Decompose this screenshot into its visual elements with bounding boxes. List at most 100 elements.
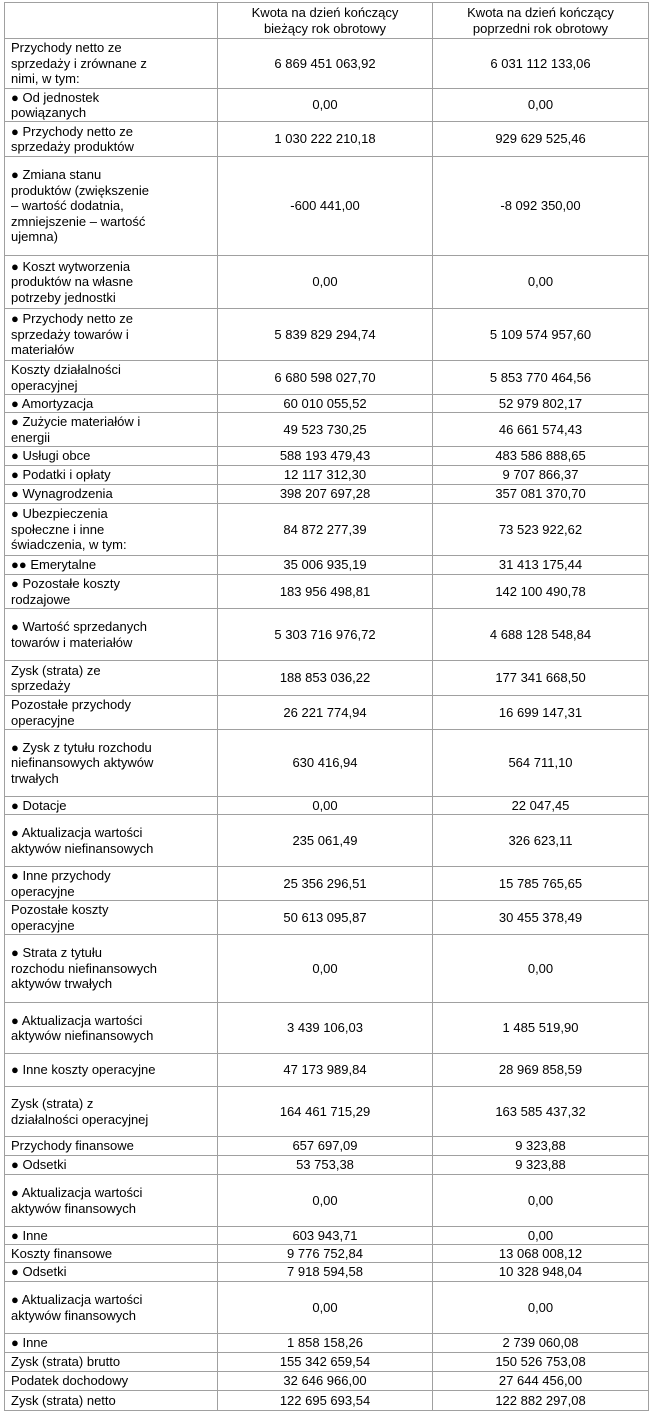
amount-cell: 52 979 802,17 [432, 394, 649, 413]
row-label: ● Aktualizacja wartości aktywów finansow… [11, 1292, 143, 1323]
amount-cell: 3 439 106,03 [217, 1002, 433, 1054]
row-label: ● Inne [11, 1335, 48, 1351]
table-row: ● Aktualizacja wartości aktywów niefinan… [4, 814, 649, 867]
table-row: ● Inne przychody operacyjne 25 356 296,51… [4, 866, 649, 901]
row-label: ● Przychody netto ze sprzedaży towarów i… [11, 311, 134, 358]
row-label: Przychody finansowe [11, 1138, 134, 1154]
row-label: ● Od jednostek powiązanych [11, 89, 100, 121]
amount-cell: 53 753,38 [217, 1155, 433, 1175]
amount-cell: 1 858 158,26 [217, 1333, 433, 1353]
row-label-cell: Przychody netto ze sprzedaży i zrównane … [4, 38, 218, 89]
row-label: ● Podatki i opłaty [11, 467, 111, 483]
amount-cell: 0,00 [432, 1281, 649, 1334]
table-row: Podatek dochodowy 32 646 966,00 27 644 456… [4, 1371, 649, 1391]
table-row: ● Od jednostek powiązanych 0,00 0,00 [4, 88, 649, 122]
amount-cell: 6 680 598 027,70 [217, 360, 433, 395]
table-row: ● Dotacje 0,00 22 047,45 [4, 796, 649, 815]
amount-cell: 30 455 378,49 [432, 900, 649, 935]
header-text: Kwota na dzień kończący bieżący rok obro… [251, 5, 399, 36]
row-label-cell: Zysk (strata) z działalności operacyjnej [4, 1086, 218, 1137]
row-label: ● Strata z tytułu rozchodu niefinansowyc… [11, 945, 157, 992]
amount-cell: 27 644 456,00 [432, 1371, 649, 1391]
row-label: ● Zysk z tytułu rozchodu niefinansowych … [11, 739, 154, 786]
amount-cell: 588 193 479,43 [217, 446, 433, 466]
row-label: ● Amortyzacja [11, 395, 94, 411]
row-label: ● Odsetki [11, 1157, 67, 1173]
amount-cell: 5 109 574 957,60 [432, 308, 649, 361]
row-label-cell: Podatek dochodowy [4, 1371, 218, 1391]
table-row: Przychody finansowe 657 697,09 9 323,88 [4, 1136, 649, 1156]
amount-cell: 564 711,10 [432, 729, 649, 797]
amount-cell: 929 629 525,46 [432, 121, 649, 157]
table-row: Pozostałe koszty operacyjne 50 613 095,87… [4, 900, 649, 935]
amount-cell: 22 047,45 [432, 796, 649, 815]
header-cell: Kwota na dzień kończący poprzedni rok ob… [432, 2, 649, 39]
amount-cell: 2 739 060,08 [432, 1333, 649, 1353]
row-label: ● Usługi obce [11, 448, 91, 464]
row-label: Zysk (strata) ze sprzedaży [11, 662, 101, 694]
table-row: ● Wynagrodzenia 398 207 697,28 357 081 370… [4, 484, 649, 504]
row-label: ● Wynagrodzenia [11, 486, 113, 502]
amount-cell: 4 688 128 548,84 [432, 608, 649, 661]
row-label-cell: ● Odsetki [4, 1155, 218, 1175]
row-label-cell: ● Odsetki [4, 1262, 218, 1282]
amount-cell: 0,00 [217, 1281, 433, 1334]
row-label: Koszty działalności operacyjnej [11, 362, 121, 393]
amount-cell: 9 776 752,84 [217, 1244, 433, 1263]
row-label-cell: ● Inne przychody operacyjne [4, 866, 218, 901]
row-label-cell: ● Przychody netto ze sprzedaży produktów [4, 121, 218, 157]
row-label: ● Aktualizacja wartości aktywów niefinan… [11, 1012, 154, 1044]
table-row: ● Ubezpieczenia społeczne i inne świadcz… [4, 503, 649, 556]
amount-cell: 398 207 697,28 [217, 484, 433, 504]
amount-cell: 9 323,88 [432, 1155, 649, 1175]
row-label: ● Ubezpieczenia społeczne i inne świadcz… [11, 506, 127, 553]
table-row: ● Aktualizacja wartości aktywów finansow… [4, 1281, 649, 1334]
table-row: ● Inne koszty operacyjne 47 173 989,84 28 … [4, 1053, 649, 1087]
row-label-cell: ● Przychody netto ze sprzedaży towarów i… [4, 308, 218, 361]
amount-cell: -8 092 350,00 [432, 156, 649, 256]
row-label-cell: ● Aktualizacja wartości aktywów niefinan… [4, 1002, 218, 1054]
row-label-cell: ● Pozostałe koszty rodzajowe [4, 574, 218, 609]
row-label: ● Inne koszty operacyjne [11, 1062, 156, 1078]
row-label-cell: ● Aktualizacja wartości aktywów finansow… [4, 1174, 218, 1227]
amount-cell: 7 918 594,58 [217, 1262, 433, 1282]
table-row: ● Koszt wytworzenia produktów na własne … [4, 255, 649, 309]
row-label-cell: ● Aktualizacja wartości aktywów niefinan… [4, 814, 218, 867]
amount-cell: 9 323,88 [432, 1136, 649, 1156]
row-label-cell: Pozostałe przychody operacyjne [4, 695, 218, 730]
row-label-cell: Zysk (strata) netto [4, 1390, 218, 1411]
amount-cell: 31 413 175,44 [432, 555, 649, 575]
table-row: ● Zużycie materiałów i energii 49 523 730… [4, 412, 649, 447]
table-row: ● Zmiana stanu produktów (zwiększenie – … [4, 156, 649, 256]
row-label: Zysk (strata) z działalności operacyjnej [11, 1096, 149, 1127]
amount-cell: 122 882 297,08 [432, 1390, 649, 1411]
amount-cell: 35 006 935,19 [217, 555, 433, 575]
row-label-cell: Przychody finansowe [4, 1136, 218, 1156]
amount-cell: 0,00 [432, 934, 649, 1003]
amount-cell: 235 061,49 [217, 814, 433, 867]
amount-cell: 13 068 008,12 [432, 1244, 649, 1263]
table-row: ● Przychody netto ze sprzedaży towarów i… [4, 308, 649, 361]
amount-cell: 183 956 498,81 [217, 574, 433, 609]
amount-cell: 50 613 095,87 [217, 900, 433, 935]
row-label-cell: ● Inne [4, 1226, 218, 1245]
row-label: Pozostałe przychody operacyjne [11, 697, 131, 728]
row-label: Zysk (strata) brutto [11, 1354, 121, 1370]
amount-cell: 1 485 519,90 [432, 1002, 649, 1054]
row-label-cell: ● Strata z tytułu rozchodu niefinansowyc… [4, 934, 218, 1003]
amount-cell: 9 707 866,37 [432, 465, 649, 485]
amount-cell: 177 341 668,50 [432, 660, 649, 696]
row-label-cell: ● Koszt wytworzenia produktów na własne … [4, 255, 218, 309]
row-label: Podatek dochodowy [11, 1373, 129, 1389]
row-label-cell: ● Amortyzacja [4, 394, 218, 413]
row-label-cell: ● Inne koszty operacyjne [4, 1053, 218, 1087]
amount-cell: 163 585 437,32 [432, 1086, 649, 1137]
amount-cell: 155 342 659,54 [217, 1352, 433, 1372]
row-label: ● Aktualizacja wartości aktywów niefinan… [11, 825, 154, 856]
header-row: Kwota na dzień kończący bieżący rok obro… [4, 2, 649, 39]
table-row: ● Usługi obce 588 193 479,43 483 586 888,6… [4, 446, 649, 466]
amount-cell: 60 010 055,52 [217, 394, 433, 413]
row-label-cell: ● Zysk z tytułu rozchodu niefinansowych … [4, 729, 218, 797]
row-label: ● Koszt wytworzenia produktów na własne … [11, 258, 134, 305]
amount-cell: 0,00 [432, 1226, 649, 1245]
